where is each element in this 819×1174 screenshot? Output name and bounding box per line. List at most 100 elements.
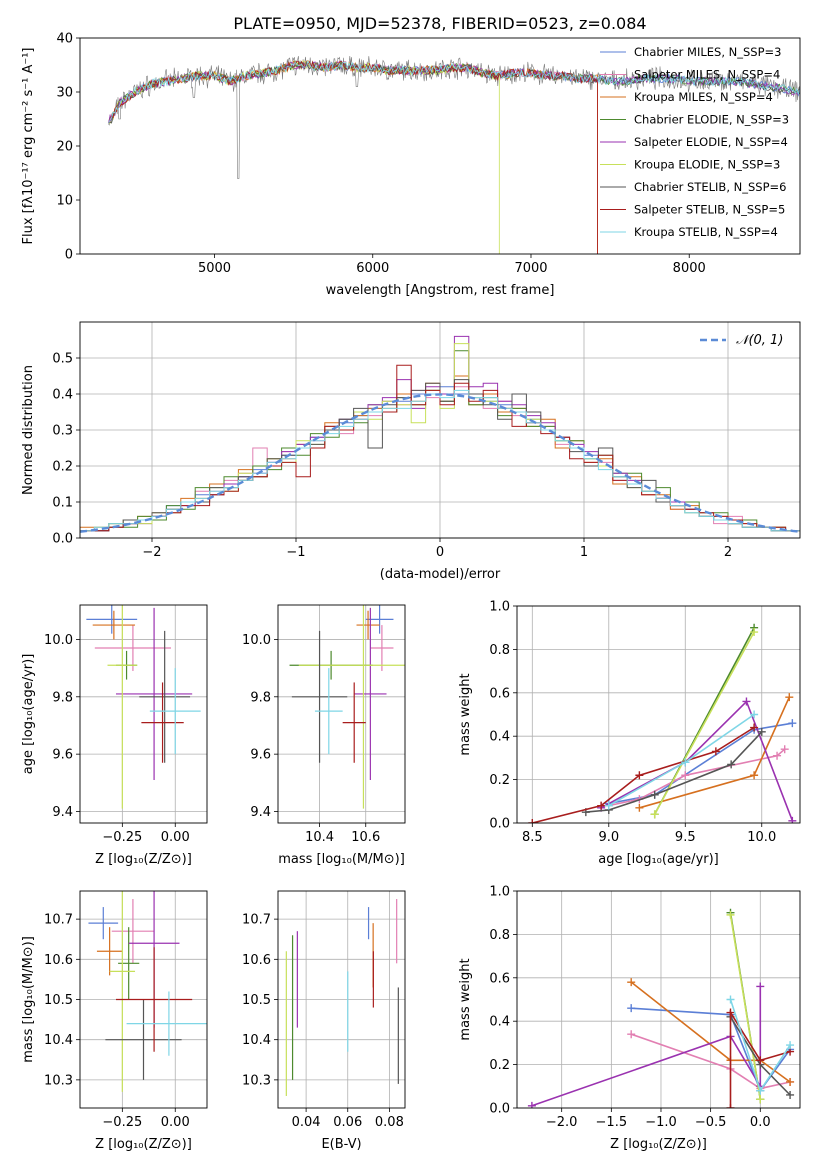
weight-marker — [756, 1095, 765, 1104]
y-axis-label: Flux [fλ10⁻¹⁷ erg cm⁻² s⁻¹ A⁻¹] — [21, 48, 36, 245]
weight-marker — [756, 1056, 765, 1065]
y-tick-label: 10.0 — [44, 633, 73, 648]
axes-frame — [79, 321, 801, 539]
y-tick-label: 10.4 — [242, 1033, 271, 1048]
y-tick-label: 9.4 — [52, 805, 73, 820]
weight-marker — [750, 628, 759, 637]
errorbar-point — [354, 607, 387, 780]
x-axis-label: wavelength [Angstrom, rest frame] — [326, 283, 555, 298]
weight-marker — [597, 801, 606, 810]
x-tick-label: 8000 — [673, 261, 706, 276]
errorbar-point — [139, 630, 191, 763]
weight-line-5 — [653, 631, 755, 815]
y-tick-label: 0.1 — [52, 496, 73, 511]
y-tick-label: 10.3 — [44, 1073, 73, 1088]
y-tick-label: 1.0 — [489, 600, 510, 615]
weight-marker — [773, 751, 782, 760]
weight-marker — [727, 760, 736, 769]
x-axis-label: age [log₁₀(age/yr)] — [598, 852, 719, 867]
x-tick-label: 0.00 — [161, 1115, 190, 1130]
weight-line-1 — [630, 1033, 791, 1090]
plot-area — [80, 335, 800, 538]
plot-area — [88, 891, 207, 1092]
errorbar-point — [107, 605, 138, 809]
panel-residual-histogram: −2 −1 0 1 2 0.0 0.1 0.2 0.3 0.4 0.5 (data-model)/er… — [21, 321, 801, 582]
x-tick-label: −0.25 — [102, 830, 142, 845]
weight-marker — [750, 771, 759, 780]
errorbar-point — [88, 907, 119, 940]
weight-marker — [788, 719, 797, 728]
weight-line-7 — [729, 1009, 791, 1108]
x-tick-label: 7000 — [514, 261, 547, 276]
plot-area — [527, 908, 795, 1108]
x-tick-label: −2.0 — [546, 1115, 578, 1130]
model-line-6 — [108, 60, 800, 124]
y-axis-label: mass [log₁₀(M/M⊙)] — [21, 936, 36, 1063]
y-tick-label: 0.4 — [52, 388, 73, 403]
errorbar-point — [92, 610, 136, 640]
y-tick-label: 0.2 — [52, 460, 73, 475]
y-tick-label: 0.8 — [489, 643, 510, 658]
legend-label: 𝒩(0, 1) — [736, 333, 783, 348]
x-tick-label: 0.06 — [333, 1115, 362, 1130]
y-tick-label: 10.3 — [242, 1073, 271, 1088]
x-axis-label: mass [log₁₀(M/M⊙)] — [278, 852, 405, 867]
axes-frame — [277, 890, 406, 1109]
errorbar-point — [314, 668, 343, 755]
x-tick-label: 0.04 — [292, 1115, 321, 1130]
y-tick-label: 9.8 — [250, 690, 271, 705]
errorbar-point — [94, 625, 172, 671]
errorbar-point — [298, 605, 405, 809]
y-tick-label: 9.6 — [52, 748, 73, 763]
weight-marker — [726, 910, 735, 919]
weight-marker — [750, 723, 759, 732]
x-tick-label: 0.08 — [375, 1115, 404, 1130]
plot-area — [86, 605, 201, 809]
y-axis-label: Normed distribution — [21, 365, 36, 495]
weight-marker — [627, 1030, 636, 1039]
x-tick-label: 0.00 — [161, 830, 190, 845]
weight-marker — [726, 1008, 735, 1017]
y-tick-label: 9.4 — [250, 805, 271, 820]
weight-line-5 — [729, 914, 762, 1100]
y-tick-label: 10.5 — [242, 993, 271, 1008]
weight-marker — [786, 1041, 795, 1050]
y-tick-label: 10.7 — [44, 913, 73, 928]
y-tick-label: 0 — [65, 248, 73, 263]
panel-age-vs-Z: −0.25 0.00 9.4 9.6 9.8 10.0 Z [log₁₀(Z/Z⊙)] age… — [21, 604, 208, 867]
panel-massweight-vs-Z: −2.0 −1.5 −1.0 −0.5 0.0 0.0 0.2 0.4 0.6 0.8 1.0 Z [… — [458, 885, 801, 1152]
weight-marker — [711, 747, 720, 756]
weight-marker — [527, 1101, 536, 1108]
y-tick-label: 9.8 — [52, 690, 73, 705]
plot-area — [528, 623, 797, 823]
weight-marker — [650, 790, 659, 799]
x-axis-label: E(B-V) — [321, 1137, 361, 1152]
model-line-8 — [108, 60, 800, 124]
x-tick-label: −1.0 — [645, 1115, 677, 1130]
errorbar-point — [141, 682, 184, 763]
panel-mass-vs-Z: −0.25 0.00 10.3 10.4 10.5 10.6 10.7 Z [log₁₀(Z/… — [21, 890, 208, 1152]
normal-curve — [80, 393, 800, 533]
weight-marker — [742, 697, 751, 706]
axes-frame — [277, 604, 406, 824]
x-tick-label: 9.0 — [598, 830, 619, 845]
x-tick-label: 10.4 — [305, 830, 334, 845]
legend-label: Kroupa ELODIE, N_SSP=3 — [634, 158, 780, 172]
y-tick-label: 10 — [56, 194, 73, 209]
y-tick-label: 0.0 — [52, 532, 73, 547]
x-tick-label: 1 — [580, 545, 588, 560]
y-tick-label: 0.0 — [489, 1102, 510, 1117]
weight-marker — [785, 693, 794, 702]
y-tick-label: 10.7 — [242, 913, 271, 928]
weight-marker — [635, 803, 644, 812]
y-tick-label: 10.6 — [44, 953, 73, 968]
x-axis-label: (data-model)/error — [380, 567, 501, 582]
y-tick-label: 0.5 — [52, 352, 73, 367]
spectrum-data-line — [108, 55, 800, 179]
y-axis-label: mass weight — [458, 673, 473, 755]
y-tick-label: 0.3 — [52, 424, 73, 439]
errorbar-point — [356, 610, 380, 640]
y-tick-label: 0.4 — [489, 730, 510, 745]
x-tick-label: 0 — [436, 545, 444, 560]
